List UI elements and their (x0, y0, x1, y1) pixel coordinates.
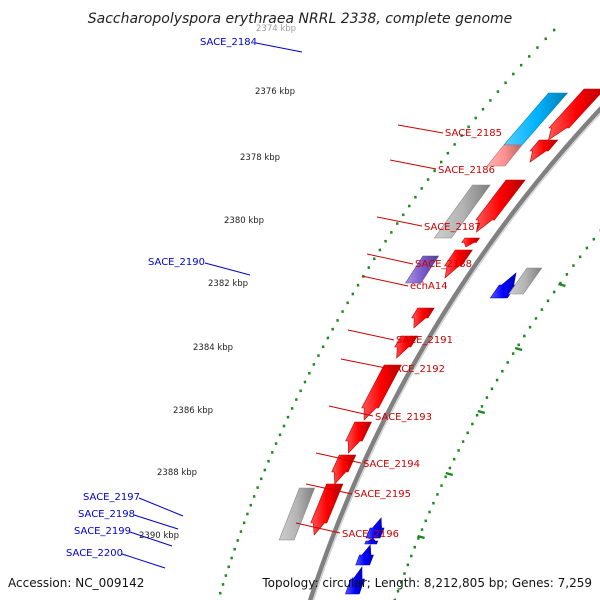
leader-line-SACE_2186 (389, 159, 437, 170)
leader-line-SACE_2197 (138, 497, 184, 517)
gene-SACE_2199 (355, 544, 374, 566)
gene-label-SACE_2193: SACE_2193 (375, 412, 432, 423)
gene-SACE_2198 (364, 537, 379, 545)
outer-tick-ring (393, 229, 600, 600)
leader-line-SACE_2188 (366, 253, 414, 265)
gene-label-echA14: echA14 (410, 281, 448, 292)
scale-label-2388: 2388 kbp (157, 468, 197, 478)
inner-tick-ring (218, 28, 556, 595)
scale-label-2378: 2378 kbp (240, 153, 280, 163)
gene-label-SACE_2191: SACE_2191 (396, 335, 453, 346)
gene-label-SACE_2192: SACE_2192 (388, 364, 445, 375)
gene-SACE_2187-cog (433, 184, 491, 239)
accession-text: Accession: NC_009142 (8, 576, 144, 590)
leader-line-SACE_2200 (121, 553, 166, 569)
topology-summary: Topology: circular; Length: 8,212,805 bp… (261, 576, 592, 590)
gene-label-SACE_2187: SACE_2187 (424, 222, 481, 233)
major-tick-mark (477, 409, 486, 415)
gene-SACE_2191 (411, 307, 435, 329)
gene-SACE_2194 (345, 421, 372, 454)
gene-echA14 (443, 249, 473, 279)
gene-label-SACE_2197: SACE_2197 (83, 492, 140, 503)
backbone (307, 106, 600, 600)
gene-label-SACE_2188: SACE_2188 (415, 259, 472, 270)
scale-label-2376: 2376 kbp (255, 87, 295, 97)
gene-echA14-cog (405, 255, 440, 284)
gene-SACE_2188 (461, 237, 481, 248)
leader-line-SACE_2198 (133, 514, 179, 530)
backbone-arc (307, 106, 600, 600)
scale-label-2386: 2386 kbp (173, 406, 213, 416)
leader-line-SACE_2192 (340, 358, 387, 369)
leader-line-SACE_2190 (204, 262, 251, 276)
gene-SACE_2195 (331, 454, 357, 485)
scale-label-2382: 2382 kbp (208, 279, 248, 289)
scale-label-2380: 2380 kbp (224, 216, 264, 226)
gene-SACE_2187 (475, 179, 526, 233)
scale-label-2384: 2384 kbp (193, 343, 233, 353)
gene-SACE_2190 (489, 272, 517, 299)
major-tick-mark (558, 282, 566, 288)
gene-label-SACE_2186: SACE_2186 (438, 165, 495, 176)
gene-labels: SACE_2184 SACE_2190 SACE_2197 SACE_2198 SACE… (66, 37, 502, 569)
leader-line-SACE_2194 (315, 452, 362, 464)
gene-label-SACE_2196: SACE_2196 (342, 529, 399, 540)
tick-rings (218, 28, 600, 600)
gene-SACE_2185 (547, 88, 600, 141)
gene-SACE_2186 (529, 139, 559, 163)
gene-label-SACE_2198: SACE_2198 (78, 509, 135, 520)
leader-line-SACE_2184 (255, 42, 303, 53)
leader-line-SACE_2193 (328, 405, 374, 417)
gene-label-SACE_2195: SACE_2195 (354, 489, 411, 500)
gene-SACE_2200 (345, 566, 365, 595)
leader-line-SACE_2199 (129, 531, 173, 547)
gene-SACE_2196-cog (278, 487, 316, 541)
gene-label-SACE_2194: SACE_2194 (363, 459, 420, 470)
gene-label-SACE_2199: SACE_2199 (74, 526, 131, 537)
gene-label-SACE_2200: SACE_2200 (66, 548, 123, 559)
backbone-highlight (313, 113, 600, 600)
gene-SACE_2192 (394, 335, 418, 359)
leader-line-SACE_2191 (347, 329, 395, 341)
leader-line-echA14 (361, 275, 409, 287)
scale-label-2390: 2390 kbp (139, 531, 179, 541)
leader-line-SACE_2187 (376, 216, 423, 227)
leader-line-SACE_2196 (295, 522, 341, 534)
gene-SACE_2196 (310, 483, 344, 536)
gene-SACE_2190-cog (508, 267, 543, 295)
leader-line-SACE_2195 (305, 483, 353, 495)
leader-line-SACE_2185 (397, 124, 444, 134)
gene-tracks (278, 88, 600, 595)
gene-label-SACE_2190: SACE_2190 (148, 257, 205, 268)
major-tick-mark (417, 534, 425, 540)
gene-label-SACE_2185: SACE_2185 (445, 128, 502, 139)
scale-labels: 2374 kbp 2376 kbp 2378 kbp 2380 kbp 2382 kbp… (139, 24, 296, 541)
major-tick-mark (514, 346, 523, 352)
scale-label-2374: 2374 kbp (256, 24, 296, 34)
gene-SACE_2186-cog (486, 144, 523, 167)
gene-label-SACE_2184: SACE_2184 (200, 37, 257, 48)
major-tick-mark (445, 471, 454, 477)
gene-SACE_2193 (361, 364, 402, 421)
map-title: Saccharopolyspora erythraea NRRL 2338, c… (88, 11, 513, 27)
